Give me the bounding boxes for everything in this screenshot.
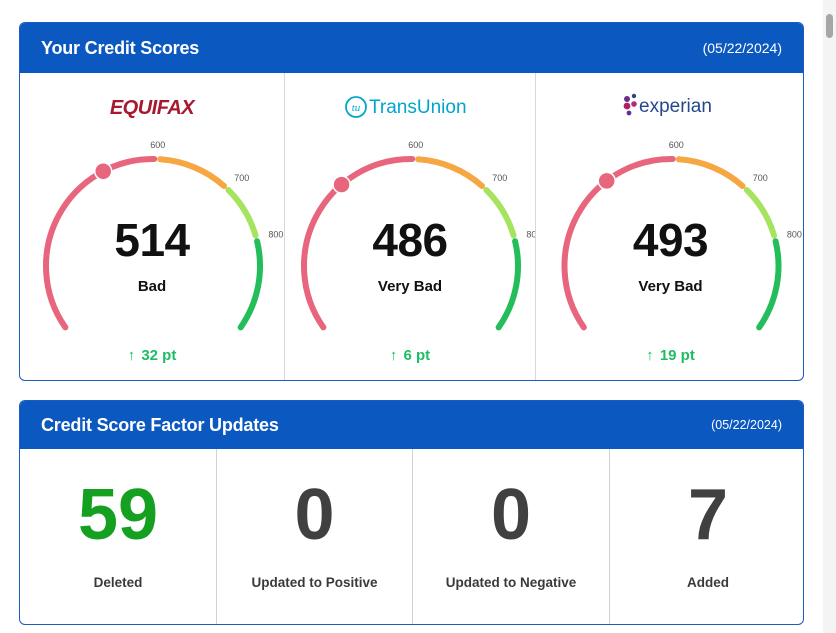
score-gauge: 600 700 800 <box>561 140 802 331</box>
equifax-logo-mark: EQUIFAX <box>110 97 197 119</box>
factor-deleted[interactable]: 59 Deleted <box>20 449 217 624</box>
gauge-segment <box>561 156 676 331</box>
gauge-tick-label: 700 <box>234 173 249 183</box>
factor-label: Updated to Positive <box>251 575 378 590</box>
gauge-segment <box>157 156 228 189</box>
gauge-segment <box>483 187 517 239</box>
score-gauge: 600 700 800 <box>301 140 535 331</box>
gauge-tick-label: 800 <box>268 230 283 240</box>
transunion-score-change: ↑ 6 pt <box>285 347 535 364</box>
svg-text:experian: experian <box>639 96 712 117</box>
score-change-value: 19 pt <box>659 347 695 364</box>
gauge-segment <box>225 187 259 239</box>
bureau-transunion[interactable]: tu TransUnion 600 700 800 486 Very Bad ↑ 6… <box>285 73 536 380</box>
factor-count: 0 <box>490 475 532 555</box>
factor-updates-card: Credit Score Factor Updates (05/22/2024)… <box>19 400 804 625</box>
transunion-rating: Very Bad <box>377 278 443 295</box>
arrow-up-icon: ↑ <box>646 347 654 364</box>
factor-label: Added <box>687 575 729 590</box>
equifax-logo: EQUIFAX <box>20 93 284 121</box>
credit-scores-date: (05/22/2024) <box>702 40 782 56</box>
credit-scores-card: Your Credit Scores (05/22/2024) EQUIFAX … <box>19 22 804 381</box>
transunion-logo-mark: tu TransUnion <box>345 96 467 118</box>
arrow-up-icon: ↑ <box>127 347 136 364</box>
factor-label: Deleted <box>93 575 143 590</box>
svg-text:TransUnion: TransUnion <box>369 97 467 118</box>
gauge-indicator <box>93 162 113 181</box>
gauge-segment <box>43 156 158 331</box>
score-change-value: 6 pt <box>403 347 431 364</box>
score-gauge: 600 700 800 <box>43 140 283 331</box>
transunion-logo: tu TransUnion <box>285 93 535 121</box>
gauge-indicator <box>332 175 351 194</box>
experian-rating: Very Bad <box>638 278 703 295</box>
gauge-segment <box>495 238 521 331</box>
transunion-score: 486 <box>372 214 448 266</box>
page-scrollbar[interactable] <box>823 0 836 633</box>
gauge-tick-label: 800 <box>787 230 802 240</box>
gauge-indicator <box>597 171 616 191</box>
equifax-rating: Bad <box>137 278 167 295</box>
bureau-equifax[interactable]: EQUIFAX 600 700 800 514 Bad ↑ 32 pt <box>20 73 285 380</box>
scrollbar-thumb[interactable] <box>826 14 833 38</box>
gauge-tick-label: 800 <box>526 230 535 240</box>
gauge-segment <box>237 238 263 331</box>
gauge-segment <box>743 187 778 239</box>
gauge-tick-label: 600 <box>408 140 423 150</box>
experian-logo-mark: experian <box>623 93 712 117</box>
experian-score: 493 <box>632 214 709 266</box>
gauge-segment <box>301 156 416 331</box>
gauge-segment <box>415 156 486 189</box>
gauge-tick-label: 700 <box>753 173 768 183</box>
factor-count: 59 <box>77 475 159 555</box>
gauge-segment <box>675 156 746 189</box>
gauge-tick-label: 600 <box>669 140 684 150</box>
gauge-tick-label: 700 <box>492 173 507 183</box>
factor-count: 7 <box>687 475 729 555</box>
factor-updates-header: Credit Score Factor Updates (05/22/2024) <box>20 401 803 449</box>
score-change-value: 32 pt <box>141 347 177 364</box>
svg-text:tu: tu <box>352 102 361 114</box>
experian-score-change: ↑ 19 pt <box>536 347 803 364</box>
factor-count: 0 <box>294 475 335 555</box>
svg-text:EQUIFAX: EQUIFAX <box>110 97 196 119</box>
bureau-experian[interactable]: experian 600 700 800 493 Very Bad ↑ 19 pt <box>536 73 803 380</box>
gauge-segment <box>756 238 782 331</box>
factor-added[interactable]: 7 Added <box>610 449 803 624</box>
factor-updates-date: (05/22/2024) <box>711 418 782 432</box>
credit-scores-header: Your Credit Scores (05/22/2024) <box>20 23 803 73</box>
arrow-up-icon: ↑ <box>389 347 398 364</box>
experian-logo: experian <box>536 93 803 121</box>
equifax-score: 514 <box>114 214 190 266</box>
factor-updated-negative[interactable]: 0 Updated to Negative <box>413 449 610 624</box>
factor-updated-positive[interactable]: 0 Updated to Positive <box>217 449 413 624</box>
gauge-tick-label: 600 <box>150 140 165 150</box>
equifax-score-change: ↑ 32 pt <box>20 347 284 364</box>
credit-scores-title: Your Credit Scores <box>41 37 200 58</box>
factor-label: Updated to Negative <box>445 575 577 590</box>
factor-updates-title: Credit Score Factor Updates <box>41 414 279 435</box>
